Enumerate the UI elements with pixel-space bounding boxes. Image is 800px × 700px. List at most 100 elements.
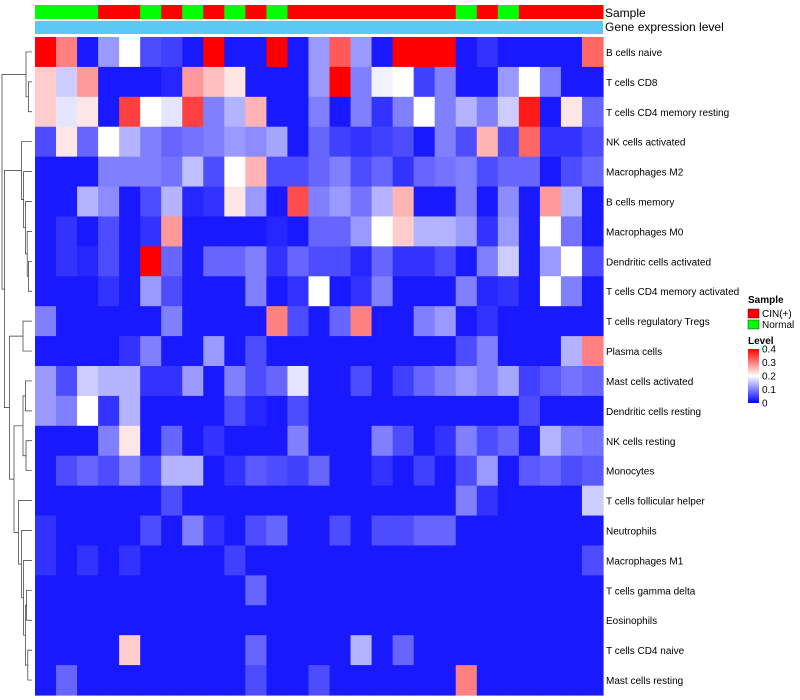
sample-annotation-cell [287,5,309,19]
dendrogram-branch [1,74,26,290]
heatmap-cell [182,545,204,576]
heatmap-cell [497,515,520,547]
heatmap-cell [161,336,183,367]
heatmap-cell [476,515,499,547]
heatmap-cell [140,126,162,158]
heatmap-cell [329,545,352,576]
heatmap-cell [161,665,183,696]
heatmap-cell [476,37,499,68]
heatmap-cell [203,216,225,247]
sample-annotation-cell [182,5,204,19]
heatmap-cell [287,665,310,696]
heatmap-cell [287,306,310,337]
heatmap-cell [203,186,225,218]
heatmap-cell [392,96,415,128]
heatmap-cell [203,306,225,337]
heatmap-cell [287,96,310,128]
heatmap-cell [497,395,520,427]
heatmap-cell [455,126,478,158]
heatmap-cell [119,395,141,427]
heatmap-cell [98,515,120,547]
sample-annotation-cell [203,5,225,19]
heatmap-cell [581,216,604,247]
heatmap-cell [245,186,268,218]
heatmap-cell [539,545,562,576]
heatmap-cell [497,455,520,487]
heatmap-cell [182,366,204,397]
heatmap-cell [371,515,394,547]
heatmap-cell [371,545,394,576]
sample-annotation-cell [35,5,57,19]
heatmap-cell [287,126,310,158]
sample-annotation-cell [518,5,541,19]
sample-annotation-cell [497,5,520,19]
heatmap-cell [476,425,499,457]
heatmap-cell [308,545,331,576]
heatmap-cell [581,665,604,696]
heatmap-cell [518,515,541,547]
heatmap-cell [581,246,604,277]
heatmap-cell [392,66,415,98]
heatmap-cell [56,515,78,547]
heatmap-cell [77,156,99,188]
heatmap-cell [392,276,415,307]
sample-annotation-bar [35,5,604,19]
heatmap-cell [434,276,457,307]
heatmap-cell [98,246,120,277]
dendrogram-branch [18,500,32,565]
heatmap-cell [203,605,225,636]
heatmap-cell [371,366,394,397]
heatmap-cell [245,66,268,98]
heatmap-cell [350,515,373,547]
row-label: Macrophages M0 [606,227,684,238]
heatmap-cell [287,395,310,427]
heatmap-cell [266,186,289,218]
heatmap-cell [35,37,57,68]
row-label: Neutrophils [606,527,657,538]
heatmap-cell [329,515,352,547]
heatmap-cell [245,276,268,307]
heatmap-cell [497,485,520,517]
sample-annotation-cell [245,5,267,19]
heatmap-cell [560,186,583,218]
heatmap-cell [56,605,78,636]
dendrogram-branch [21,530,32,599]
heatmap-cell [497,575,520,606]
heatmap-cell [266,336,289,367]
row-label: T cells regulatory Tregs [606,317,710,328]
heatmap-cell [581,395,604,427]
heatmap-cell [287,545,310,576]
heatmap-cell [161,37,183,68]
heatmap-cell [182,37,204,68]
heatmap-cell [350,545,373,576]
sample-annotation-cell [56,5,78,19]
heatmap-cell [98,665,120,696]
heatmap-cell [224,186,246,218]
heatmap-cell [518,66,541,98]
heatmap-cell [287,605,310,636]
heatmap-cell [140,395,162,427]
heatmap-cell [392,575,415,606]
heatmap-cell [161,66,183,98]
heatmap-cell [119,37,141,68]
heatmap-cell [413,545,436,576]
heatmap-cell [518,575,541,606]
row-label: T cells CD8 [606,78,658,89]
heatmap-cell [371,216,394,247]
heatmap-cell [35,96,57,128]
heatmap-cell [392,336,415,367]
heatmap-cell [518,37,541,68]
heatmap-cell [392,395,415,427]
heatmap-cell [497,545,520,576]
heatmap-cell [224,545,246,576]
heatmap-cell [287,186,310,218]
heatmap-cell [350,246,373,277]
heatmap-cell [350,605,373,636]
legend-swatch-cin [747,308,760,319]
heatmap-cell [329,425,352,457]
heatmap-cell [77,485,99,517]
heatmap-cell [77,66,99,98]
heatmap-cell [518,395,541,427]
heatmap-cell [413,455,436,487]
heatmap-cell [56,575,78,606]
